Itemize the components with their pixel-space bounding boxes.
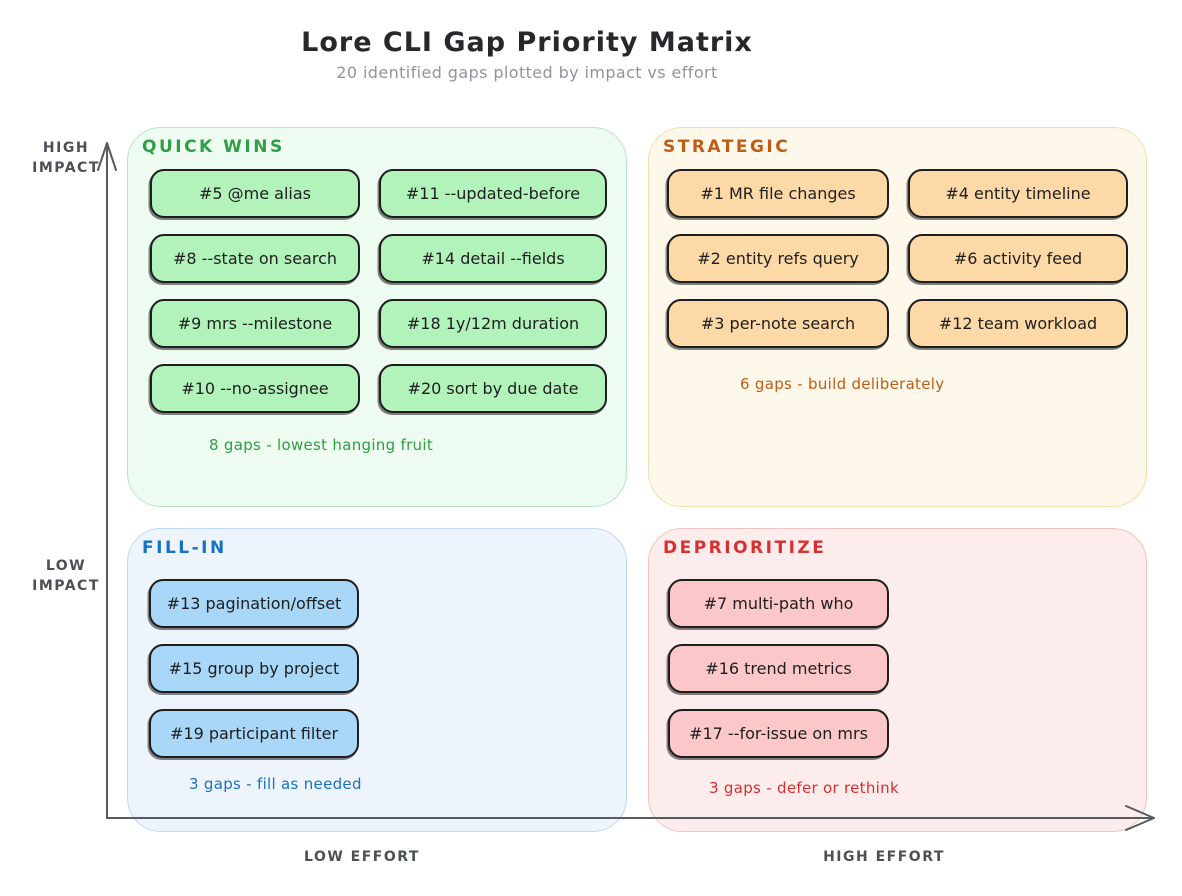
deprioritize-grid: #7 multi-path who #16 trend metrics #17 …: [668, 579, 889, 758]
gap-item: #3 per-note search: [667, 299, 889, 348]
quick-wins-title: QUICK WINS: [142, 137, 285, 157]
strategic-title: STRATEGIC: [663, 137, 791, 157]
strategic-grid: #1 MR file changes #4 entity timeline #2…: [667, 169, 1128, 348]
gap-item: #18 1y/12m duration: [379, 299, 607, 348]
gap-item: #7 multi-path who: [668, 579, 889, 628]
x-axis-low-effort-label: LOW EFFORT: [304, 849, 420, 865]
gap-item: #12 team workload: [908, 299, 1128, 348]
strategic-footer: 6 gaps - build deliberately: [740, 375, 945, 393]
gap-item: #1 MR file changes: [667, 169, 889, 218]
gap-item: #5 @me alias: [150, 169, 360, 218]
deprioritize-title: DEPRIORITIZE: [663, 538, 827, 558]
axis-label-line: HIGH: [42, 140, 90, 156]
gap-item: #9 mrs --milestone: [150, 299, 360, 348]
gap-item: #15 group by project: [149, 644, 359, 693]
gap-item: #16 trend metrics: [668, 644, 889, 693]
fill-in-title: FILL-IN: [142, 538, 227, 558]
gap-item: #14 detail --fields: [379, 234, 607, 283]
quick-wins-grid: #5 @me alias #11 --updated-before #8 --s…: [150, 169, 607, 413]
fill-in-footer: 3 gaps - fill as needed: [189, 775, 362, 793]
axis-label-line: IMPACT: [32, 160, 100, 176]
gap-item: #2 entity refs query: [667, 234, 889, 283]
page-subtitle: 20 identified gaps plotted by impact vs …: [336, 63, 718, 82]
y-axis-high-impact-label: HIGH IMPACT: [18, 138, 114, 178]
quadrant-strategic: STRATEGIC #1 MR file changes #4 entity t…: [648, 127, 1147, 507]
gap-item: #19 participant filter: [149, 709, 359, 758]
gap-item: #8 --state on search: [150, 234, 360, 283]
gap-item: #6 activity feed: [908, 234, 1128, 283]
axis-label-line: IMPACT: [32, 578, 100, 594]
quadrant-quick-wins: QUICK WINS #5 @me alias #11 --updated-be…: [127, 127, 627, 507]
gap-item: #13 pagination/offset: [149, 579, 359, 628]
quadrant-fill-in: FILL-IN #13 pagination/offset #15 group …: [127, 528, 627, 832]
gap-item: #10 --no-assignee: [150, 364, 360, 413]
y-axis-low-impact-label: LOW IMPACT: [18, 556, 114, 596]
gap-item: #11 --updated-before: [379, 169, 607, 218]
gap-item: #20 sort by due date: [379, 364, 607, 413]
deprioritize-footer: 3 gaps - defer or rethink: [709, 779, 899, 797]
axis-label-line: LOW: [45, 558, 87, 574]
fill-in-grid: #13 pagination/offset #15 group by proje…: [149, 579, 359, 758]
x-axis-high-effort-label: HIGH EFFORT: [823, 849, 945, 865]
quadrant-deprioritize: DEPRIORITIZE #7 multi-path who #16 trend…: [648, 528, 1147, 832]
page-title: Lore CLI Gap Priority Matrix: [301, 27, 753, 58]
gap-item: #17 --for-issue on mrs: [668, 709, 889, 758]
gap-item: #4 entity timeline: [908, 169, 1128, 218]
quick-wins-footer: 8 gaps - lowest hanging fruit: [209, 436, 434, 454]
